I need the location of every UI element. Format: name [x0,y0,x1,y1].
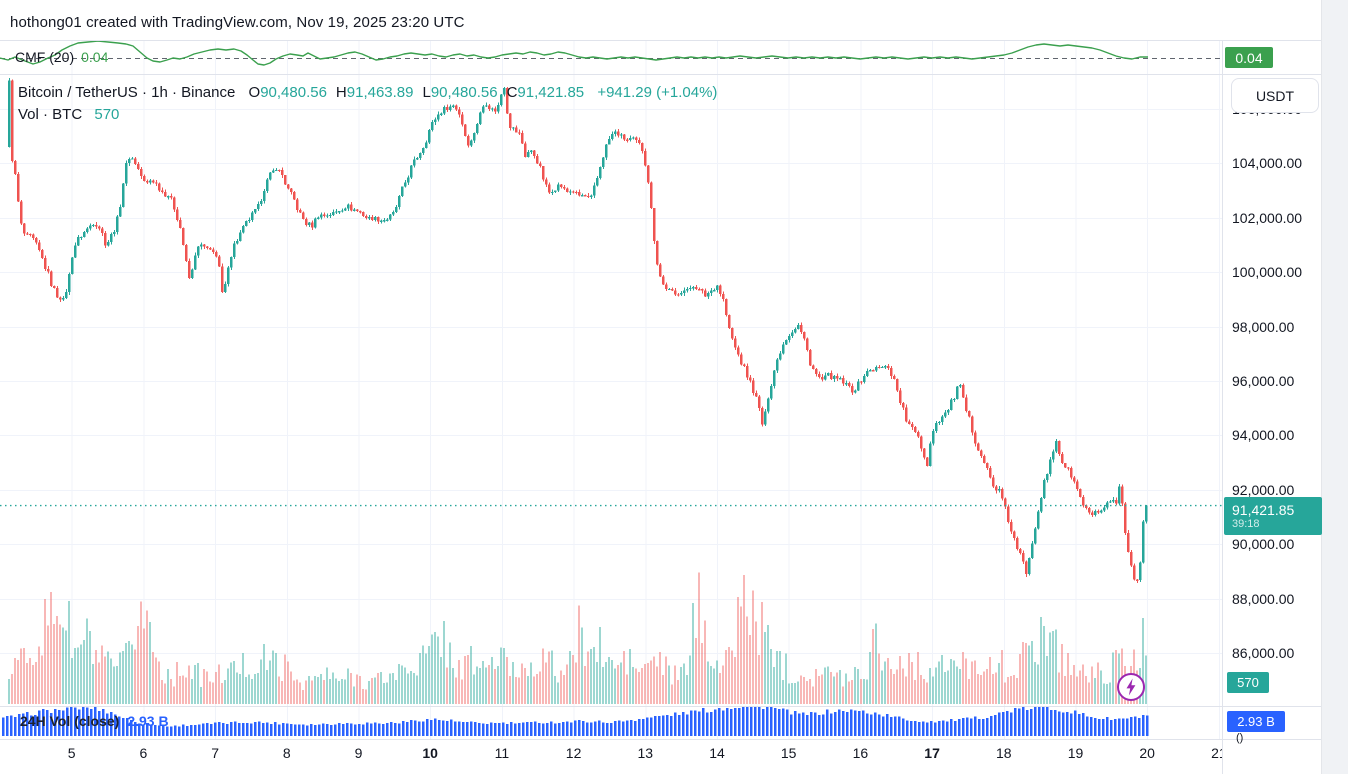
ohlc-key: L [422,84,431,101]
vol24-legend: 24H Vol (close) 2.93 B [20,713,169,729]
change-value: +941.29 (+1.04%) [597,84,718,101]
price-axis-label: 86,000.00 [1232,645,1295,662]
price-axis[interactable]: 106,000.00104,000.00102,000.00100,000.00… [1222,41,1322,774]
ohlc-value: 90,480.56 [430,84,498,101]
symbol-legend-row2: Vol · BTC 570 [18,106,717,123]
vol24-value-badge: 2.93 B [1227,711,1285,732]
cmf-legend-value: 0.04 [81,49,109,65]
time-axis-label: 8 [282,745,291,761]
lightning-icon [1117,673,1145,701]
time-axis-label: 21 [1211,745,1222,761]
symbol-legend-row1: Bitcoin / TetherUS · 1h · Binance O90,48… [18,84,717,101]
time-axis-label: 16 [852,745,869,761]
ohlc-key: H [335,84,347,101]
last-price-value: 91,421.85 [1232,501,1295,518]
time-axis-label: 12 [565,745,582,761]
right-gutter [1321,0,1348,774]
currency-toggle-button[interactable]: USDT [1231,78,1319,113]
cmf-legend-label: CMF (20) [15,49,75,65]
ohlc-key: C [506,84,518,101]
price-axis-label: 90,000.00 [1232,536,1295,553]
time-axis-label: 9 [354,745,363,761]
time-axis-label: 5 [67,745,76,761]
volume-value: 570 [94,106,120,123]
time-axis-label: 7 [211,745,219,761]
price-axis-label: 98,000.00 [1232,318,1295,335]
ohlc-value: 91,463.89 [346,84,414,101]
price-axis-label: 94,000.00 [1232,427,1295,444]
time-axis-label: 15 [780,745,797,761]
instant-trade-button[interactable] [1116,672,1146,702]
last-price-badge: 91,421.85 39:18 [1224,497,1322,535]
vol24-value: 2.93 B [127,713,169,729]
ohlc-values: O90,480.56 H91,463.89 L90,480.56 C91,421.85 [240,84,585,101]
time-axis[interactable]: 5 6 7 8 9 10 11 12 13 14 15 16 17 18 19 20 21 [0,739,1222,774]
time-axis-label: 13 [637,745,654,761]
bar-countdown: 39:18 [1232,517,1260,530]
volume-value-badge: 570 [1227,672,1269,693]
ohlc-value: 90,480.56 [260,84,327,101]
vol24-axis-paren: () [1236,732,1244,744]
cmf-value-badge: 0.04 [1225,47,1273,68]
symbol-legend: Bitcoin / TetherUS · 1h · Binance O90,48… [18,84,717,123]
price-axis-label: 88,000.00 [1232,590,1295,607]
price-axis-label: 100,000.00 [1232,264,1303,281]
time-axis-label: 18 [996,745,1012,761]
price-axis-label: 92,000.00 [1232,481,1295,498]
time-axis-label: 11 [494,745,510,761]
price-axis-label: 96,000.00 [1232,372,1295,389]
time-axis-label: 17 [924,745,940,761]
price-axis-label: 102,000.00 [1232,209,1303,226]
time-axis-label: 14 [709,745,725,761]
time-axis-label: 20 [1139,745,1155,761]
chart-credit: hothong01 created with TradingView.com, … [10,14,465,31]
symbol-title: Bitcoin / TetherUS · 1h · Binance [18,84,236,101]
time-axis-label: 6 [139,745,148,761]
cmf-indicator-legend: CMF (20) 0.04 [15,49,108,65]
volume-label: Vol · BTC [18,106,83,123]
vol24-label: 24H Vol (close) [20,713,120,729]
time-axis-label: 10 [422,745,438,761]
price-axis-label: 104,000.00 [1232,155,1303,172]
ohlc-key: O [248,84,261,101]
ohlc-value: 91,421.85 [517,84,585,101]
time-axis-label: 19 [1067,745,1084,761]
